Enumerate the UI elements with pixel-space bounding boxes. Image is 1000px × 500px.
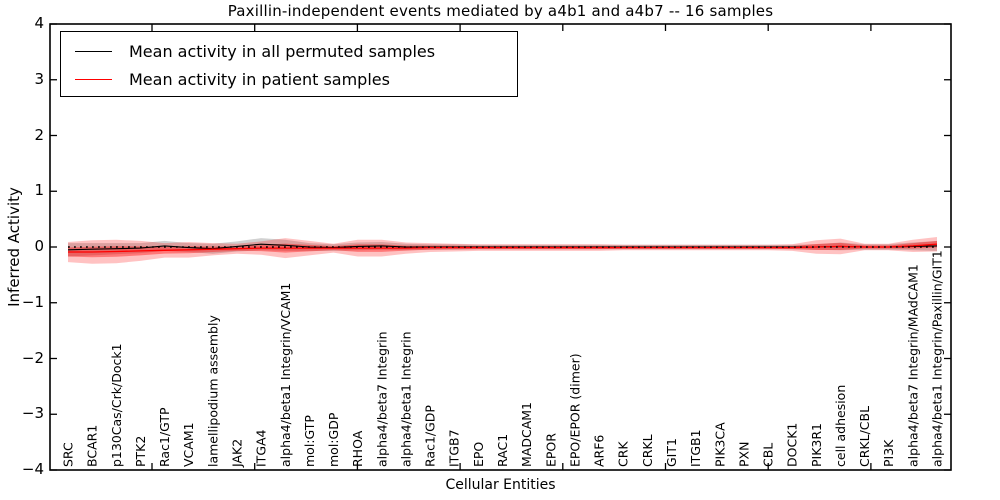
x-category-label: cell adhesion (833, 385, 848, 467)
x-category-label: alpha4/beta1 Integrin (398, 331, 413, 467)
x-category-label: CRK (616, 441, 631, 467)
y-tick-label: 3 (34, 69, 44, 88)
patient-mean-line (68, 243, 938, 253)
x-category-label: lamellipodium assembly (205, 315, 220, 467)
legend-line-red-icon (75, 78, 112, 80)
x-category-label: EPOR (543, 433, 558, 467)
x-category-label: DOCK1 (785, 423, 800, 467)
patient-std-band (68, 237, 937, 264)
x-category-label: EPO/EPOR (dimer) (567, 353, 582, 467)
x-category-label: Rac1/GDP (423, 405, 438, 467)
x-category-label: mol:GTP (302, 415, 317, 467)
x-category-label: ARF6 (592, 435, 607, 467)
x-category-label: SRC (61, 442, 76, 467)
legend-entry-permuted: Mean activity in all permuted samples (61, 37, 517, 65)
legend-entry-patient: Mean activity in patient samples (61, 65, 517, 93)
x-category-label: alpha4/beta1 Integrin/Paxillin/GIT1 (930, 250, 945, 467)
y-tick-label: −4 (21, 460, 44, 478)
x-category-label: RAC1 (495, 434, 510, 467)
x-category-label: alpha4/beta7 Integrin (374, 331, 389, 467)
x-category-label: MADCAM1 (519, 402, 534, 467)
y-tick-label: 0 (34, 237, 44, 255)
legend-box: Mean activity in all permuted samples Me… (60, 31, 518, 97)
y-tick-label: −3 (21, 404, 44, 423)
x-category-label: PI3K (881, 439, 896, 467)
x-category-label: p130Cas/Crk/Dock1 (109, 343, 124, 467)
y-tick-label: −1 (21, 292, 44, 311)
x-category-label: CRKL (640, 434, 655, 467)
x-category-label: ITGA4 (254, 429, 269, 467)
x-category-label: CBL (761, 443, 776, 467)
y-tick-label: 1 (34, 181, 44, 200)
x-category-label: PIK3CA (712, 422, 727, 467)
x-axis-label: Cellular Entities (445, 477, 556, 493)
legend-label: Mean activity in patient samples (129, 69, 390, 89)
x-category-label: ITGB1 (688, 429, 703, 467)
x-category-label: PXN (736, 442, 751, 467)
x-category-label: GIT1 (664, 438, 679, 467)
legend-label: Mean activity in all permuted samples (129, 41, 436, 61)
legend-line-black-icon (75, 50, 112, 52)
x-category-label: CRKL/CBL (857, 406, 872, 467)
y-tick-label: 4 (34, 14, 44, 32)
y-tick-label: 2 (34, 125, 44, 144)
chart-title: Paxillin-independent events mediated by … (227, 2, 774, 20)
x-category-label: mol:GDP (326, 412, 341, 467)
x-category-label: VCAM1 (181, 422, 196, 467)
x-category-label: Rac1/GTP (157, 407, 172, 467)
x-category-label: ITGB7 (447, 429, 462, 467)
x-category-label: EPO (471, 442, 486, 467)
x-category-label: PTK2 (133, 436, 148, 467)
x-category-label: alpha4/beta1 Integrin/VCAM1 (278, 283, 293, 467)
x-category-label: alpha4/beta7 Integrin/MAdCAM1 (905, 264, 920, 467)
x-category-label: JAK2 (230, 439, 245, 468)
x-category-label: PIK3R1 (809, 423, 824, 467)
x-category-label: BCAR1 (85, 425, 100, 467)
x-category-label: RHOA (350, 430, 365, 467)
y-tick-label: −2 (21, 348, 44, 367)
